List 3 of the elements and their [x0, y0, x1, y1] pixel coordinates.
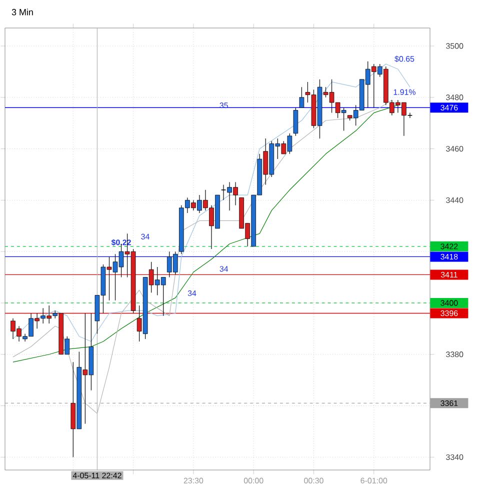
candlestick	[293, 107, 298, 136]
candlestick	[299, 86, 304, 108]
chart-title: 3 Min	[12, 8, 33, 16]
